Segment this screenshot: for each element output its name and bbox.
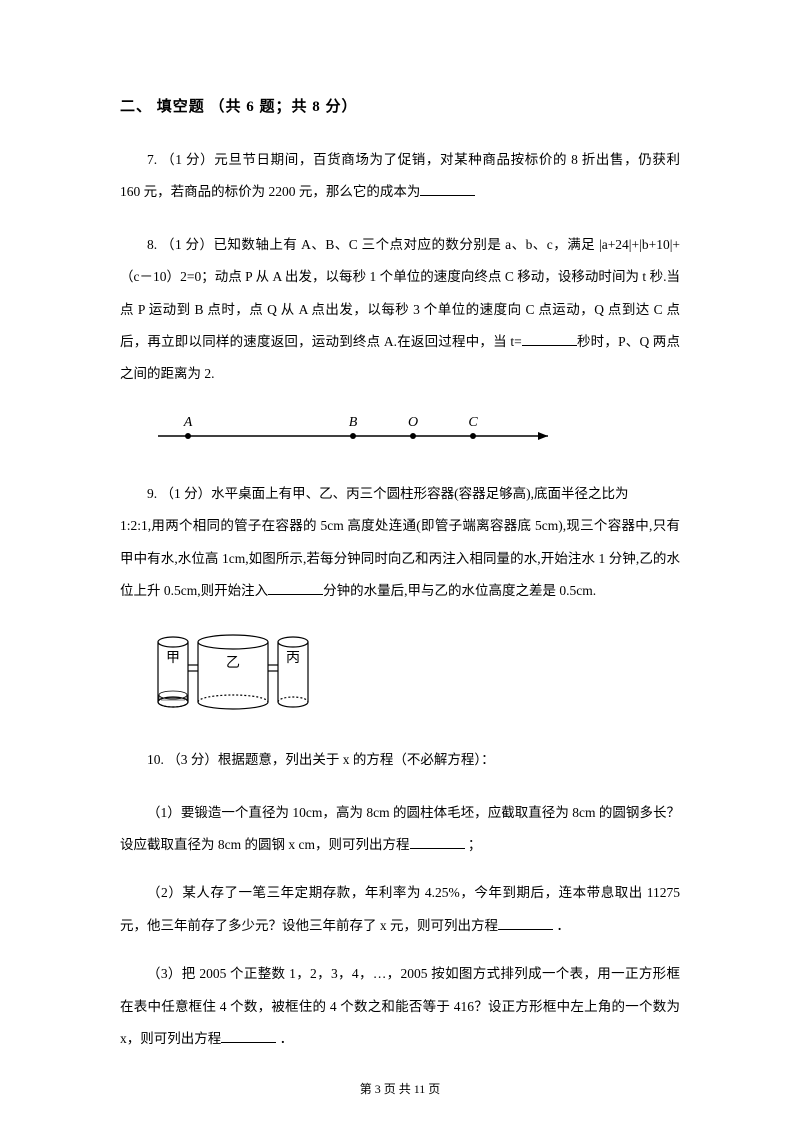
q10-3a: （3）把 2005 个正整数 1，2，3，4，…，2005 按如图方式排列成一个… <box>120 966 680 1046</box>
q10-2-blank <box>498 916 553 930</box>
cyl-label-2: 乙 <box>226 655 240 671</box>
question-10-2: （2）某人存了一笔三年定期存款，年利率为 4.25%，今年到期后，连本带息取出 … <box>120 877 680 942</box>
q10-3b: ． <box>276 1031 293 1046</box>
cylinders-diagram: 甲 乙 丙 <box>148 627 680 722</box>
question-8: 8. （1 分）已知数轴上有 A、B、C 三个点对应的数分别是 a、b、c，满足… <box>120 229 680 391</box>
question-9: 9. （1 分）水平桌面上有甲、乙、丙三个圆柱形容器(容器足够高),底面半径之比… <box>120 478 680 510</box>
label-c: C <box>468 415 478 430</box>
q10-1a: （1）要锻造一个直径为 10cm，高为 8cm 的圆柱体毛坯，应截取直径为 8c… <box>120 805 680 852</box>
q8-line1: 8. （1 分）已知数轴上有 A、B、C 三个点对应的数分别是 a、b、c，满足 <box>147 237 595 252</box>
cyl-label-3: 丙 <box>286 651 300 666</box>
question-10-1: （1）要锻造一个直径为 10cm，高为 8cm 的圆柱体毛坯，应截取直径为 8c… <box>120 797 680 862</box>
question-7: 7. （1 分）元旦节日期间，百货商场为了促销，对某种商品按标价的 8 折出售，… <box>120 144 680 209</box>
q7-text: 7. （1 分）元旦节日期间，百货商场为了促销，对某种商品按标价的 8 折出售，… <box>120 152 680 199</box>
label-a: A <box>183 415 193 430</box>
page-footer: 第 3 页 共 11 页 <box>0 1080 800 1097</box>
cyl-label-1: 甲 <box>166 651 180 666</box>
question-10-header: 10. （3 分）根据题意，列出关于 x 的方程（不必解方程）： <box>120 744 680 776</box>
section-title: 二、 填空题 （共 6 题；共 8 分） <box>120 95 680 116</box>
label-o: O <box>408 415 418 430</box>
q10-3-blank <box>221 1029 276 1043</box>
q10-1b: ； <box>465 837 482 852</box>
q10-1-blank <box>410 835 465 849</box>
number-line-diagram: A B O C <box>148 411 680 456</box>
q9-text1: 9. （1 分）水平桌面上有甲、乙、丙三个圆柱形容器(容器足够高),底面半径之比… <box>147 486 629 501</box>
q9-blank <box>268 581 323 595</box>
q8-blank <box>522 332 577 346</box>
question-10-3: （3）把 2005 个正整数 1，2，3，4，…，2005 按如图方式排列成一个… <box>120 958 680 1055</box>
q9-text4: 0.5cm. <box>559 583 596 598</box>
q10-2a: （2）某人存了一笔三年定期存款，年利率为 4.25%，今年到期后，连本带息取出 … <box>120 885 680 932</box>
q10-2b: ． <box>553 918 570 933</box>
question-9-cont: 1:2:1,用两个相同的管子在容器的 5cm 高度处连通(即管子端离容器底 5c… <box>120 510 680 607</box>
q8-line3a: t= <box>510 334 521 349</box>
q7-blank <box>420 182 475 196</box>
label-b: B <box>349 415 358 430</box>
q8-line2: |a+24|+|b+10|+（c－10）2=0；动点 P 从 A 出发，以每秒 … <box>120 237 680 349</box>
q9-text3: 分钟的水量后,甲与乙的水位高度之差是 <box>323 583 556 598</box>
